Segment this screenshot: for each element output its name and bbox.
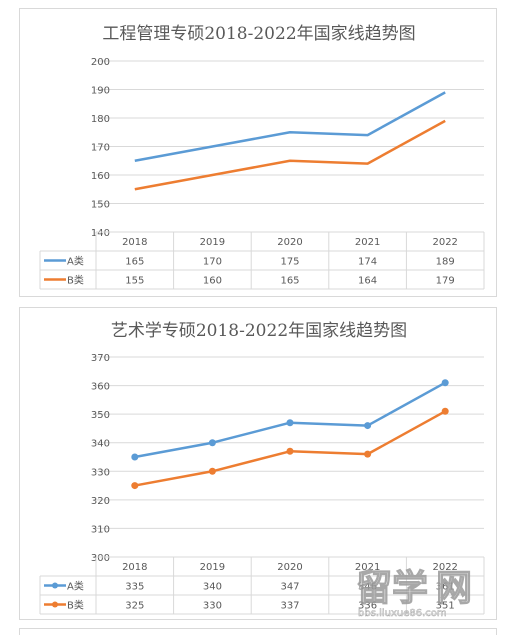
data-table-value: 347 <box>280 582 299 593</box>
chart-engineering-svg: 工程管理专硕2018-2022年国家线趋势图 140 150 160 170 180 190… <box>39 24 485 290</box>
x-tick-label: 2019 <box>200 237 225 248</box>
x-tick-label: 2020 <box>277 562 302 573</box>
data-table-value: 361 <box>436 582 455 593</box>
next-panel-edge <box>19 628 497 635</box>
chart-title: 艺术学专硕2018-2022年国家线趋势图 <box>111 321 407 341</box>
y-tick-label: 360 <box>91 382 110 393</box>
data-table-value: 335 <box>125 582 144 593</box>
y-tick-label: 190 <box>91 86 110 97</box>
data-table-value: 160 <box>203 276 222 287</box>
data-point-b <box>286 447 294 455</box>
data-table-value: 179 <box>436 276 455 287</box>
data-table-value: 336 <box>358 601 377 612</box>
data-table-value: 165 <box>280 276 299 287</box>
y-tick-label: 330 <box>91 467 110 478</box>
chart-title: 工程管理专硕2018-2022年国家线趋势图 <box>102 24 415 44</box>
series-line-b <box>134 119 446 191</box>
data-table-value: 351 <box>436 601 455 612</box>
x-tick-label: 2020 <box>277 237 302 248</box>
data-table-value: 340 <box>203 582 222 593</box>
data-point-b <box>364 450 372 458</box>
y-tick-label: 200 <box>91 57 110 68</box>
y-tick-label: 370 <box>91 353 110 364</box>
data-point-a <box>286 419 294 427</box>
data-table-value: 174 <box>358 257 377 268</box>
legend-label: B类 <box>67 274 84 287</box>
y-tick-label: 180 <box>91 114 110 125</box>
data-table-value: 189 <box>436 257 455 268</box>
y-tick-label: 320 <box>91 496 110 507</box>
x-tick-label: 2022 <box>432 237 457 248</box>
legend-key-marker <box>52 601 58 608</box>
svg-text:bbs.liuxue86.com: bbs.liuxue86.com <box>358 608 447 619</box>
x-tick-label: 2022 <box>432 562 457 573</box>
x-tick-label: 2018 <box>122 562 147 573</box>
x-tick-label: 2018 <box>122 237 147 248</box>
svg-text:网: 网 <box>436 568 472 609</box>
y-tick-label: 350 <box>91 410 110 421</box>
series-line-a <box>134 91 446 162</box>
data-table-value: 330 <box>203 601 222 612</box>
data-table-value: 155 <box>125 276 144 287</box>
legend-key-marker <box>52 582 58 589</box>
x-tick-label: 2019 <box>200 562 225 573</box>
data-table-value: 325 <box>125 601 144 612</box>
y-tick-label: 300 <box>91 553 110 564</box>
y-tick-label: 340 <box>91 439 110 450</box>
data-point-a <box>208 439 216 447</box>
data-point-b <box>208 467 216 475</box>
data-table-value: 164 <box>358 276 377 287</box>
data-table-value: 346 <box>358 582 377 593</box>
legend-label: B类 <box>67 599 84 612</box>
legend-label: A类 <box>67 580 84 593</box>
y-tick-label: 150 <box>91 200 110 211</box>
data-table-value: 175 <box>280 257 299 268</box>
chart-panel-art: 艺术学专硕2018-2022年国家线趋势图 300 310 320 330 340 350 3… <box>19 307 497 620</box>
data-table-value: 170 <box>203 257 222 268</box>
y-tick-label: 160 <box>91 171 110 182</box>
y-tick-label: 140 <box>91 228 110 239</box>
data-point-a <box>364 422 372 430</box>
data-table-value: 337 <box>280 601 299 612</box>
legend-label: A类 <box>67 255 84 268</box>
data-point-a <box>441 379 449 387</box>
svg-text:留学: 留学 <box>356 567 428 609</box>
data-point-a <box>131 453 139 461</box>
data-point-b <box>131 482 139 490</box>
chart-panel-engineering: 工程管理专硕2018-2022年国家线趋势图 140 150 160 170 180 190… <box>19 8 497 297</box>
chart-art-svg: 艺术学专硕2018-2022年国家线趋势图 300 310 320 330 340 350 3… <box>39 321 485 615</box>
y-tick-label: 170 <box>91 143 110 154</box>
data-point-b <box>441 407 449 415</box>
y-tick-label: 310 <box>91 524 110 535</box>
x-tick-label: 2021 <box>355 237 380 248</box>
x-tick-label: 2021 <box>355 562 380 573</box>
data-table-value: 165 <box>125 257 144 268</box>
site-watermark-logo: 留学 网 bbs.liuxue86.com <box>355 566 472 619</box>
